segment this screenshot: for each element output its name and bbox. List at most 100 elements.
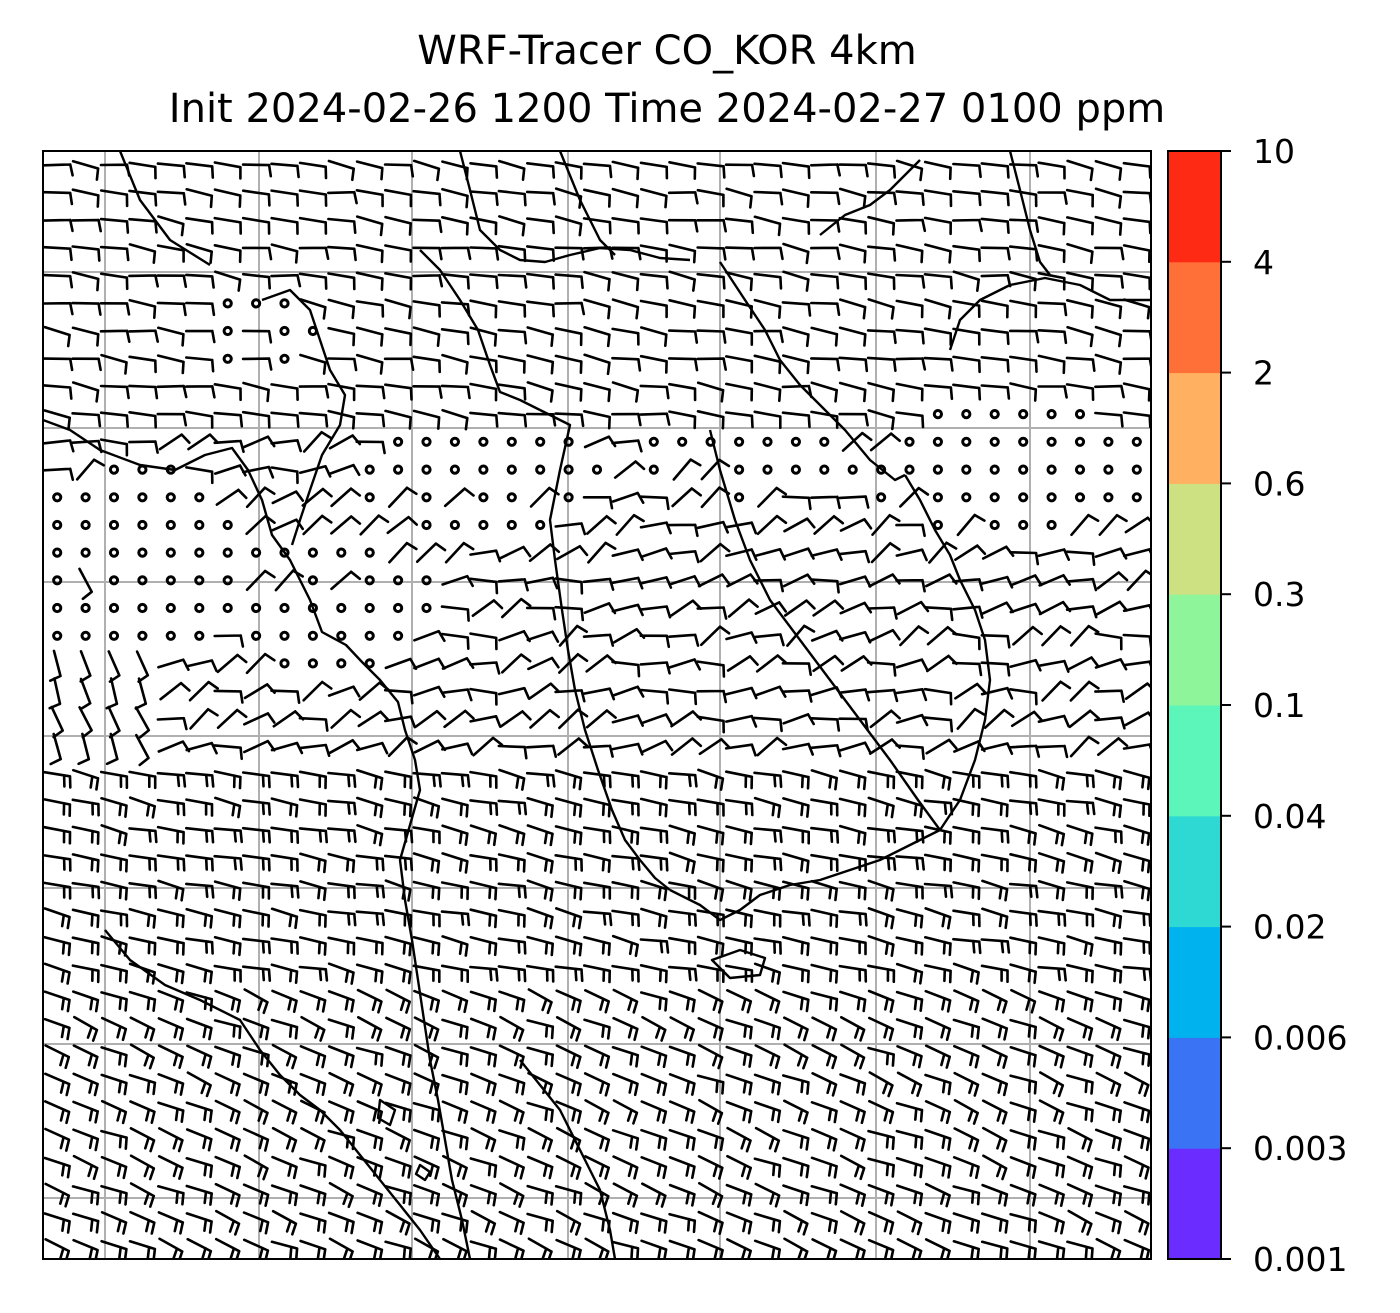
wind-barb	[554, 522, 587, 536]
wind-barb	[99, 384, 130, 400]
wind-barb	[526, 162, 556, 179]
wind-barb	[71, 853, 100, 873]
calm-circle	[52, 602, 63, 614]
wind-barb	[213, 880, 242, 901]
wind-barb	[811, 1128, 838, 1152]
wind-barb	[611, 685, 645, 698]
calm-circle	[279, 630, 290, 641]
wind-barb	[895, 1018, 924, 1040]
wind-barb	[241, 272, 271, 290]
wind-barb	[129, 1210, 156, 1235]
calm-circle	[535, 464, 546, 475]
wind-barb	[469, 190, 499, 207]
wind-barb	[384, 1073, 412, 1096]
wind-barb	[954, 682, 987, 700]
wind-barb	[215, 1209, 241, 1236]
wind-barb	[99, 411, 129, 428]
wind-barb	[384, 935, 412, 957]
wind-barb	[356, 769, 384, 791]
wind-barb	[298, 965, 329, 982]
wind-barb	[245, 514, 276, 536]
wind-barb	[838, 936, 867, 956]
wind-barb	[639, 161, 669, 180]
wind-barb	[241, 246, 273, 261]
wind-barb	[327, 1045, 355, 1069]
wind-barb	[498, 215, 526, 237]
wind-barb	[611, 298, 640, 320]
wind-barb	[1094, 826, 1123, 845]
wind-barb	[71, 188, 100, 208]
wind-barb	[270, 383, 299, 401]
wind-barb	[71, 412, 102, 428]
calm-circle	[762, 464, 773, 475]
wind-barb	[1037, 548, 1071, 561]
calm-circle	[222, 353, 233, 364]
calm-circle	[563, 464, 574, 475]
wind-barb	[1094, 689, 1125, 703]
wind-barb	[554, 273, 584, 290]
wind-barb	[1009, 770, 1038, 789]
wind-barb	[812, 654, 845, 673]
wind-barb	[526, 326, 554, 347]
wind-barb	[270, 826, 300, 844]
wind-barb	[157, 215, 185, 237]
wind-barb	[213, 411, 244, 428]
wind-barb	[753, 937, 782, 955]
wind-barb	[980, 826, 1010, 844]
wind-barb	[554, 825, 583, 846]
wind-barb	[668, 550, 700, 564]
wind-barb	[810, 410, 839, 429]
wind-barb	[867, 298, 895, 320]
wind-barb	[952, 190, 982, 207]
wind-barb	[781, 689, 813, 703]
wind-barb	[640, 187, 668, 209]
wind-barb	[1094, 411, 1124, 428]
wind-barb	[469, 799, 499, 816]
wind-barb	[725, 853, 754, 873]
wind-barb	[612, 1182, 639, 1208]
wind-barb	[668, 161, 697, 180]
wind-barb	[526, 852, 554, 874]
wind-barb	[753, 1018, 781, 1041]
calm-circle	[876, 492, 887, 503]
wind-barb	[49, 732, 62, 766]
wind-barb	[923, 716, 954, 733]
wind-barb	[1066, 1101, 1094, 1123]
wind-barb	[328, 739, 361, 755]
wind-barb	[1123, 879, 1151, 902]
wind-barb	[99, 909, 129, 928]
wind-barb	[810, 769, 838, 791]
wind-barb	[213, 854, 243, 871]
wind-barb	[810, 908, 839, 929]
wind-barb	[668, 575, 702, 588]
calm-circle	[307, 602, 318, 614]
wind-barb	[497, 411, 528, 428]
wind-barb	[129, 1127, 156, 1153]
wind-barb	[668, 633, 700, 647]
calm-circle	[1131, 464, 1142, 475]
wind-barb	[245, 569, 276, 591]
wind-barb	[498, 1073, 526, 1096]
wind-barb	[555, 1209, 582, 1236]
wind-barb	[528, 682, 561, 700]
wind-barb	[696, 246, 727, 261]
wind-barb	[554, 689, 586, 703]
calm-circle	[1103, 464, 1114, 475]
wind-barb	[129, 1016, 156, 1042]
wind-barb	[328, 1182, 354, 1209]
wind-barb	[327, 962, 355, 985]
wind-barb	[387, 486, 418, 508]
wind-barb	[355, 215, 384, 237]
wind-barb	[214, 1127, 241, 1152]
wind-barb	[952, 299, 981, 318]
wind-barb	[214, 1072, 241, 1097]
wind-barb	[185, 1212, 213, 1234]
wind-barb	[726, 1126, 752, 1153]
calm-circle	[194, 630, 205, 641]
wind-barb	[442, 1154, 468, 1180]
wind-barb	[525, 412, 557, 427]
wind-barb	[327, 799, 357, 816]
wind-barb	[327, 357, 358, 372]
wind-barb	[128, 990, 157, 1012]
wind-barb	[1037, 216, 1066, 236]
